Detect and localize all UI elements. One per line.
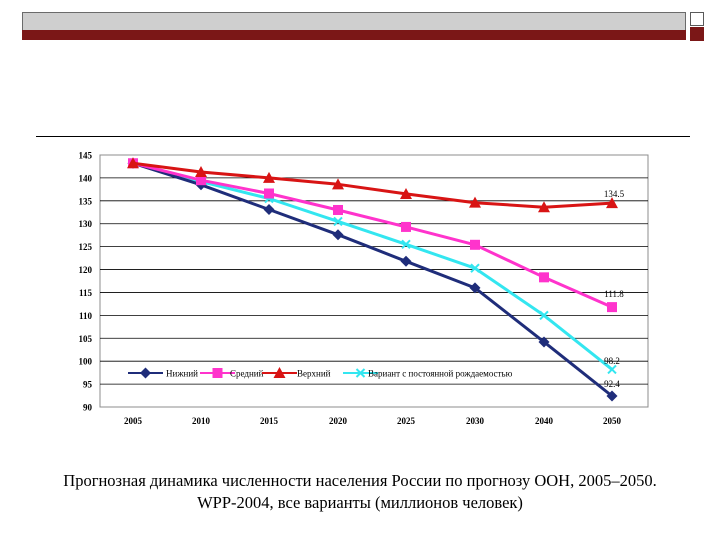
y-tick-label: 115 <box>79 288 93 298</box>
series-constant-fertility-point <box>333 216 343 227</box>
series-high-point <box>400 187 412 199</box>
x-tick-label: 2025 <box>397 416 416 426</box>
plot-area <box>99 154 649 408</box>
corner-square-bottom <box>690 27 704 41</box>
series-high-line <box>132 161 613 209</box>
series-medium-line <box>132 161 613 309</box>
data-label: 98.2 <box>604 356 620 366</box>
series-high-point <box>195 165 207 177</box>
x-tick-label: 2005 <box>124 416 143 426</box>
caption-line-2: WPP-2004, все варианты (миллионов челове… <box>197 493 523 512</box>
series-low-line <box>132 161 613 398</box>
data-label: 134.5 <box>604 189 625 199</box>
y-tick-label: 145 <box>79 151 93 161</box>
title-underline <box>22 30 686 40</box>
y-tick-label: 105 <box>79 334 93 344</box>
x-tick-label: 2015 <box>260 416 279 426</box>
series-medium-point <box>264 188 274 199</box>
y-tick-label: 110 <box>79 311 93 321</box>
data-label: 111.8 <box>604 289 624 299</box>
chart-caption: Прогнозная динамика численности населени… <box>0 470 720 514</box>
legend-label: Нижний <box>166 369 198 379</box>
y-tick-label: 100 <box>79 357 93 367</box>
y-tick-label: 135 <box>79 196 93 206</box>
data-label: 92.4 <box>604 379 620 389</box>
series-high-point <box>263 171 275 183</box>
series-constant-fertility-point <box>401 239 411 250</box>
legend-label: Верхний <box>297 369 331 379</box>
x-tick-label: 2030 <box>466 416 485 426</box>
y-tick-label: 95 <box>83 380 93 390</box>
y-tick-label: 130 <box>79 219 93 229</box>
x-tick-label: 2020 <box>329 416 348 426</box>
series-constant-fertility-line <box>132 161 613 371</box>
series-low-point <box>469 282 481 294</box>
series-low-point <box>332 229 344 241</box>
series-low-point <box>606 390 618 402</box>
series-high-point <box>332 178 344 190</box>
series-constant-fertility-point <box>607 364 617 375</box>
series-high-point <box>606 197 618 209</box>
x-tick-label: 2010 <box>192 416 211 426</box>
y-tick-label: 125 <box>79 242 93 252</box>
y-tick-label: 90 <box>83 403 93 413</box>
series-high-point <box>127 157 139 169</box>
legend-label: Средний <box>230 369 264 379</box>
series-medium-point <box>470 239 480 250</box>
x-tick-label: 2040 <box>535 416 554 426</box>
legend-label: Вариант с постоянной рождаемостью <box>368 369 513 379</box>
series-high-point <box>469 196 481 208</box>
corner-square-top <box>690 12 704 26</box>
series-low-point <box>400 255 412 267</box>
caption-line-1: Прогнозная динамика численности населени… <box>63 471 657 490</box>
series-low-point <box>263 204 275 216</box>
y-tick-label: 120 <box>79 265 93 275</box>
series-high-point <box>538 201 550 213</box>
series-constant-fertility-point <box>470 263 480 273</box>
y-tick-label: 140 <box>79 173 93 183</box>
series-medium-point <box>401 221 411 232</box>
series-medium-point <box>196 175 206 186</box>
legend-series-medium-point <box>212 368 223 378</box>
series-medium-point <box>333 204 343 215</box>
series-low-point <box>538 336 550 348</box>
series-medium-point <box>607 302 617 313</box>
series-constant-fertility-point <box>539 310 549 321</box>
legend-series-constant-fertility-point <box>355 368 366 378</box>
x-tick-label: 2050 <box>603 416 622 426</box>
legend-series-low-point <box>140 367 151 379</box>
legend-series-high-point <box>273 367 286 378</box>
slide-divider <box>36 136 690 137</box>
series-medium-point <box>539 272 549 283</box>
